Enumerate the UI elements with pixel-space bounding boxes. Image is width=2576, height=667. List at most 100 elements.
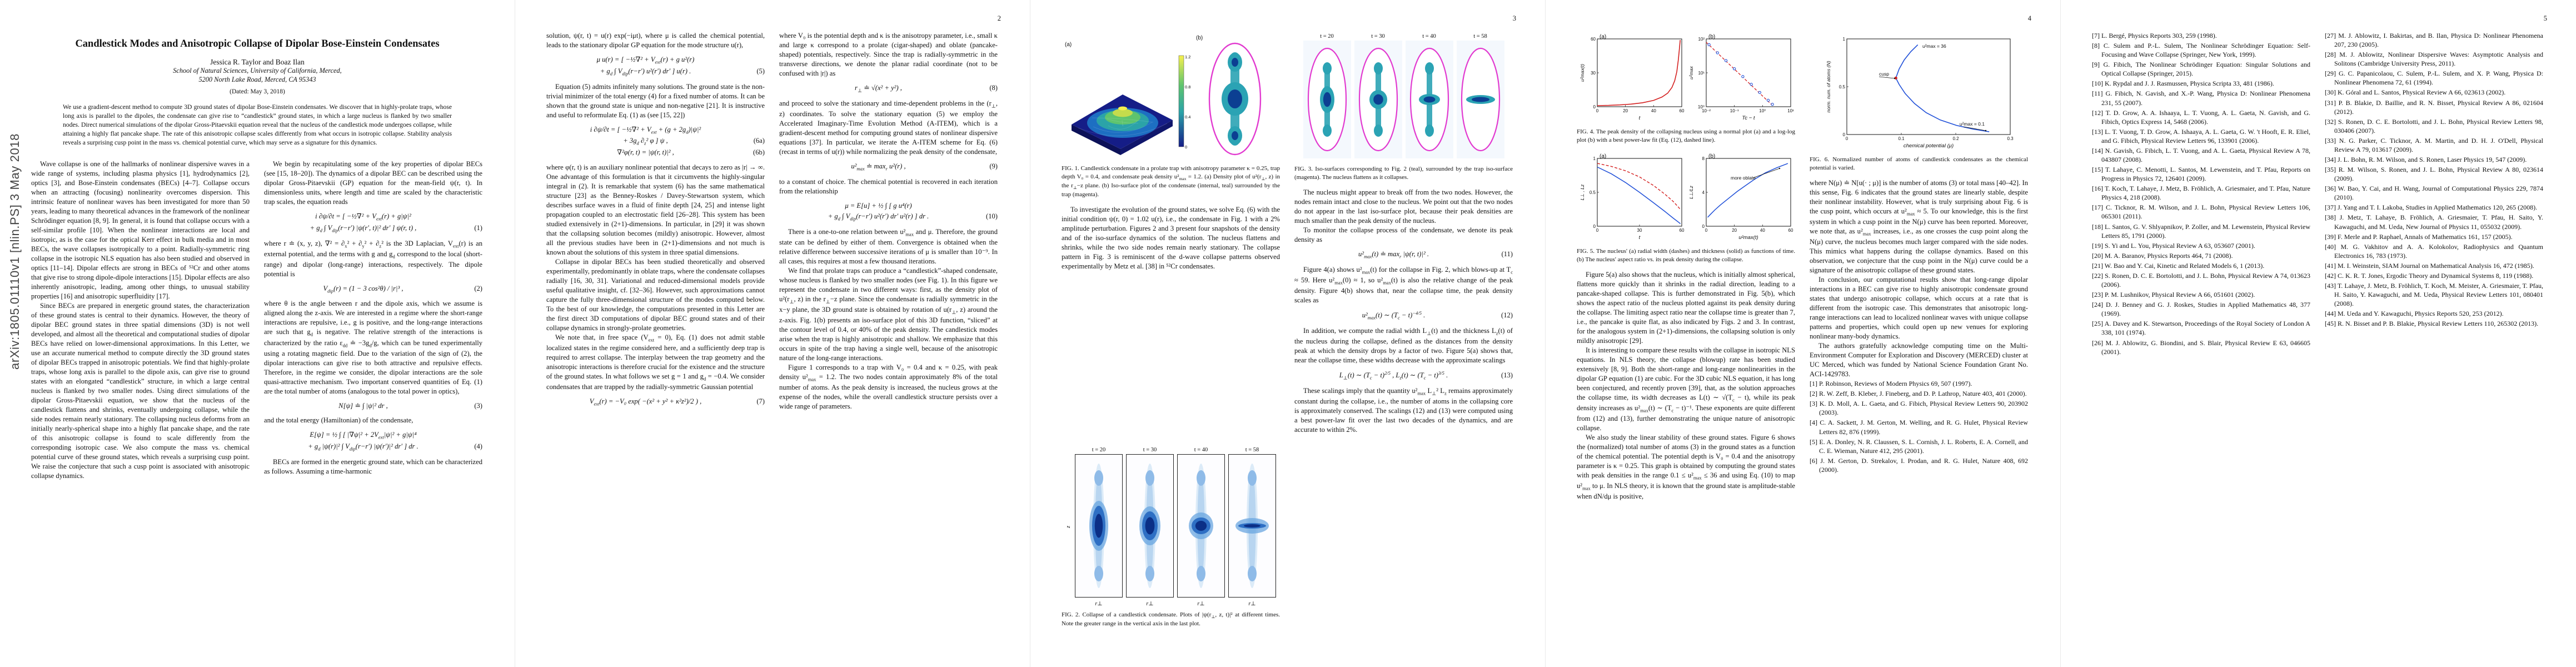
- svg-text:0: 0: [1593, 224, 1596, 229]
- svg-text:cusp: cusp: [1879, 71, 1889, 77]
- columns: Wave collapse is one of the hallmarks of…: [0, 147, 515, 599]
- figure-4: 0 20 40 60 0 30 60 t u²max(t) (a) 10⁻² 10⁻¹ 10⁰ 10¹ 10…: [1577, 33, 1795, 144]
- equation-math: + gd ∫ Vdip(r−r′) u²(r′) dr′ ] u(r) .: [600, 67, 691, 77]
- paragraph: solution, ψ(r, t) = u(r) exp(−iμt), wher…: [546, 32, 765, 49]
- reference-item: [20] M. A. Baranov, Physics Reports 464,…: [2092, 251, 2233, 260]
- svg-text:(b): (b): [1708, 34, 1715, 40]
- paragraph: We also study the linear stability of th…: [1577, 434, 1795, 501]
- svg-text:10²: 10²: [1698, 37, 1705, 42]
- equation-math: μ = E[u] + ½ ∫ [ g u⁴(r): [845, 201, 912, 210]
- equation-line: i ∂ψ/∂t = [ −½∇² + Vext + (g + 2gd)|ψ|²: [546, 125, 765, 136]
- column-right: t = 20 t = 30 t = 40 t = 58 FIG. 3. Iso-surf…: [1294, 31, 1513, 635]
- paragraph: To investigate the evolution of the grou…: [1062, 206, 1280, 271]
- abstract: We use a gradient-descent method to comp…: [63, 103, 452, 147]
- panel-title: t = 58: [1245, 447, 1259, 454]
- svg-text:t: t: [1638, 115, 1640, 121]
- fig1-density-plot: (a) 1.2 0.8 0.4 0: [1064, 40, 1192, 161]
- equation-math: ∇²φ(r, t) = |ψ(r, t)|² ,: [617, 148, 674, 157]
- equation: u²max(t) ≐ maxr |ψ(r, t)|² . (11): [1294, 249, 1513, 261]
- figure-2-panel: t = 58 r⊥: [1228, 447, 1276, 607]
- equation: N[ψ] ≐ ∫ |ψ|² dr , (3): [264, 401, 482, 412]
- reference-item: [22] S. Ronen, D. C. E. Bortolotti, and …: [2092, 271, 2310, 289]
- svg-text:0.5: 0.5: [1838, 84, 1845, 89]
- equation-math: N[ψ] ≐ ∫ |ψ|² dr ,: [338, 401, 388, 410]
- figure-4-panel-a: 0 20 40 60 0 30 60 t u²max(t) (a): [1578, 33, 1685, 124]
- reference-item: [5] E. A. Donley, N. R. Claussen, S. L. …: [1810, 437, 2028, 455]
- figure-3-panel: t = 40: [1405, 33, 1453, 161]
- equation-line: i ∂ψ/∂t = [ −½∇² + Vext(r) + g|ψ|²: [264, 211, 482, 223]
- figure-1: (a) 1.2 0.8 0.4 0 (b) FIG. 1. Candlestick cond…: [1062, 33, 1280, 198]
- equation-math: + gd ∫ Vdip(r−r′) |ψ(r′, t)|² dr′ ] ψ(r,…: [310, 223, 417, 233]
- reference-item: [37] J. Yang and T. I. Lakoba, Studies i…: [2325, 203, 2538, 212]
- equation-math: i ∂ψ/∂t = [ −½∇² + Vext(r) + g|ψ|²: [315, 212, 411, 222]
- figure-4-caption: FIG. 4. The peak density of the collapsi…: [1577, 128, 1795, 143]
- page-4: 4 0 20 40 60 0 30 60 t u²max(t) (a) 10⁻² 10⁻¹ 10⁰ 10¹ 1…: [1546, 0, 2061, 667]
- equation-math: u²max(t) ≐ maxr |ψ(r, t)|² .: [1358, 250, 1429, 260]
- column-left: solution, ψ(r, t) = u(r) exp(−iμt), wher…: [546, 31, 765, 635]
- paragraph: We note that, in free space (Vext = 0), …: [546, 333, 765, 391]
- page-number: 2: [997, 14, 1001, 22]
- reference-item: [3] K. D. Moll, A. L. Gaeta, and G. Fibi…: [1810, 400, 2028, 417]
- equation-line: + gd ∫ Vdip(r−r′) |ψ(r′, t)|² dr′ ] ψ(r,…: [264, 223, 482, 235]
- affiliation-line2: 5200 North Lake Road, Merced, CA 95343: [198, 76, 316, 84]
- panel-title: t = 40: [1422, 33, 1436, 39]
- equation-number: (4): [474, 442, 482, 450]
- equation-math: + 3gd ∂z² φ ] ψ ,: [623, 137, 668, 146]
- reference-item: [35] R. M. Wilson, S. Ronen, and J. L. B…: [2325, 166, 2543, 183]
- equation-math: L⊥(t) ∼ (Tc − t)2/5 , Lz(t) ∼ (Tc − t)3/…: [1339, 370, 1448, 381]
- x-axis-label: r⊥: [1248, 601, 1256, 608]
- reference-item: [33] N. G. Parker, C. Ticknor, A. M. Mar…: [2325, 136, 2543, 153]
- figure-2-panels: z t = 20 r⊥ t = 30 r⊥ t = 40 r⊥ t = 58 r⊥: [1062, 447, 1280, 607]
- reference-item: [4] C. A. Sackett, J. M. Gerton, M. Well…: [1810, 419, 2028, 436]
- arxiv-stamp: arXiv:1805.01110v1 [nlin.PS] 3 May 2018: [8, 133, 22, 370]
- paragraph: The authors gratefully acknowledge compu…: [1810, 342, 2028, 379]
- equation: Vext(r) = −V₀ exp( −(x² + y² + κ²z²)/2 )…: [546, 396, 765, 408]
- column-right: We begin by recapitulating some of the k…: [264, 160, 482, 599]
- equation: u²max(t) ∼ (Tc − t)−4/5 . (12): [1294, 310, 1513, 322]
- equation-line: N[ψ] ≐ ∫ |ψ|² dr , (3): [264, 401, 482, 412]
- paragraph: Since BECs are prepared in energetic gro…: [31, 302, 250, 480]
- svg-text:30: 30: [1637, 228, 1642, 233]
- reference-item: [12] T. D. Grow, A. A. Ishaaya, L. T. Vu…: [2092, 108, 2310, 126]
- figure-4-panels: 0 20 40 60 0 30 60 t u²max(t) (a) 10⁻² 10⁻¹ 10⁰ 10¹ 10…: [1577, 33, 1795, 124]
- svg-text:0.8: 0.8: [1185, 84, 1190, 89]
- svg-text:40: 40: [1651, 108, 1656, 113]
- reference-item: [23] P. M. Lushnikov, Physical Review A …: [2092, 291, 2255, 299]
- x-axis-label: r⊥: [1146, 601, 1154, 608]
- equation: Vdip(r) = (1 − 3 cos²θ) / |r|³ , (2): [264, 283, 482, 295]
- reference-item: [6] J. M. Gerton, D. Strekalov, I. Proda…: [1810, 456, 2028, 474]
- equation-line: r⊥ ≐ √(x² + y²) , (8): [779, 83, 998, 94]
- svg-text:40: 40: [1760, 228, 1765, 233]
- equation-math: + gd ∫ Vdip(r−r′) u²(r′) dr′ u²(r) ] dr …: [828, 212, 929, 222]
- svg-text:10¹: 10¹: [1787, 108, 1794, 113]
- column-right: [27] M. J. Ablowitz, I. Bakirtas, and B.…: [2325, 31, 2543, 635]
- figure-1-caption: FIG. 1. Candlestick condensate in a prol…: [1062, 165, 1280, 198]
- density-snapshot: [1126, 454, 1174, 600]
- equation-line: μ = E[u] + ½ ∫ [ g u⁴(r): [779, 201, 998, 212]
- svg-text:0.3: 0.3: [2007, 136, 2014, 141]
- svg-text:0: 0: [1593, 104, 1596, 109]
- paragraph: where N(μ) ≐ N[u(· ; μ)] is the number o…: [1810, 179, 2028, 275]
- reference-item: [10] K. Rypdal and J. J. Rasmussen, Phys…: [2092, 79, 2274, 88]
- paragraph: To monitor the collapse process of the c…: [1294, 226, 1513, 244]
- reference-item: [34] J. L. Bohn, R. M. Wilson, and S. Ro…: [2325, 156, 2527, 164]
- svg-text:0.5: 0.5: [1589, 190, 1596, 195]
- paragraph: It is interesting to compare these resul…: [1577, 346, 1795, 432]
- equation-number: (9): [989, 162, 998, 170]
- svg-text:L⊥ , Lz: L⊥ , Lz: [1580, 184, 1585, 200]
- equation-math: μ u(r) = [ −½∇² + Vext(r) + g u²(r): [596, 56, 695, 65]
- spacer: [1062, 271, 1280, 445]
- equation-number: (3): [474, 401, 482, 410]
- equation-line: u²max(t) ≐ maxr |ψ(r, t)|² . (11): [1294, 249, 1513, 261]
- reference-item: [17] C. Ticknor, R. M. Wilson, and J. L.…: [2092, 203, 2310, 221]
- figure-5-panel-b: 0 20 40 60 0 4 8 u²max(t) L⊥/Lz (b) more oblate: [1687, 153, 1794, 243]
- svg-text:60: 60: [1679, 108, 1684, 113]
- reference-item: [31] P. B. Blakie, D. Baillie, and R. N.…: [2325, 98, 2543, 116]
- paragraph: where θ is the angle between r and the d…: [264, 300, 482, 395]
- figure-6-caption: FIG. 6. Normalized number of atoms of ca…: [1810, 156, 2028, 171]
- paragraph: where V₀ is the potential depth and κ is…: [779, 32, 998, 77]
- figure-6-plot: 0 0.1 0.2 0.3 0 0.5 1 chemical potential (μ) nor…: [1825, 33, 2014, 152]
- svg-text:60: 60: [1591, 37, 1596, 42]
- reference-item: [8] C. Sulem and P.-L. Sulem, The Nonlin…: [2092, 42, 2310, 59]
- equation: i ∂ψ/∂t = [ −½∇² + Vext + (g + 2gd)|ψ|² +…: [546, 125, 765, 158]
